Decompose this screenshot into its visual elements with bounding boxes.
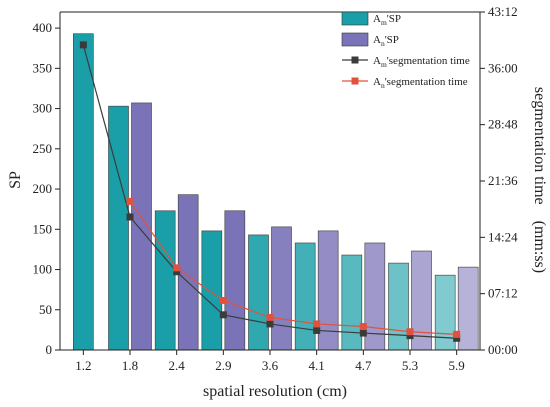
x-tick-label-1: 1.8 bbox=[122, 358, 138, 373]
bar-an-sp-2.4 bbox=[177, 194, 199, 351]
y-left-tick-label-8: 400 bbox=[33, 20, 53, 35]
point-am-time-6 bbox=[359, 329, 367, 337]
bar-an-sp-5.3 bbox=[411, 250, 432, 351]
point-an-time-4 bbox=[313, 320, 321, 328]
point-an-time-7 bbox=[453, 330, 461, 338]
point-an-time-1 bbox=[173, 264, 181, 272]
point-am-time-1 bbox=[126, 213, 134, 221]
y-right-tick-label-6: 43:12 bbox=[488, 4, 518, 19]
legend-label-an-time: An'segmentation time bbox=[373, 76, 468, 90]
point-an-time-0 bbox=[126, 197, 134, 205]
y-left-tick-label-3: 150 bbox=[33, 221, 53, 236]
y-left-tick-label-1: 50 bbox=[39, 302, 52, 317]
point-am-time-7 bbox=[406, 332, 414, 340]
x-tick-label-2: 2.4 bbox=[169, 358, 186, 373]
y-right-tick-label-0: 00:00 bbox=[488, 342, 518, 357]
point-am-time-3 bbox=[219, 311, 227, 319]
bar-am-sp-1.2 bbox=[73, 33, 94, 351]
y-left-tick-label-7: 350 bbox=[33, 60, 53, 75]
bar-am-sp-5.9 bbox=[434, 274, 456, 351]
bar-am-sp-3.6 bbox=[248, 234, 269, 351]
point-am-time-8 bbox=[453, 334, 461, 342]
y-right-tick-label-4: 28:48 bbox=[488, 117, 518, 132]
y-left-tick-label-4: 200 bbox=[33, 181, 53, 196]
bar-an-sp-4.1 bbox=[317, 230, 339, 351]
legend-label-am-sp: Am'SP bbox=[373, 13, 401, 27]
bar-am-sp-4.1 bbox=[294, 242, 316, 351]
x-tick-label-0: 1.2 bbox=[75, 358, 91, 373]
y-axis-title-left: SP bbox=[7, 171, 24, 189]
legend: Am'SP An'SP Am'segmentation time An'segment… bbox=[341, 11, 470, 90]
bar-am-sp-2.4 bbox=[154, 210, 176, 351]
legend-marker-am-time bbox=[351, 56, 359, 64]
point-an-time-3 bbox=[266, 313, 274, 321]
line-layer bbox=[79, 41, 461, 342]
x-tick-label-8: 5.9 bbox=[449, 358, 465, 373]
y-right-tick-label-1: 07:12 bbox=[488, 286, 518, 301]
y-left-tick-label-6: 300 bbox=[33, 101, 53, 116]
y-right-tick-label-2: 14:24 bbox=[488, 229, 518, 244]
bar-am-sp-1.8 bbox=[108, 105, 129, 351]
y-right-tick-label-3: 21:36 bbox=[488, 173, 518, 188]
bar-am-sp-4.7 bbox=[341, 254, 363, 351]
x-tick-label-6: 4.7 bbox=[355, 358, 372, 373]
point-am-time-5 bbox=[313, 326, 321, 334]
y-left-tick-label-5: 250 bbox=[33, 141, 53, 156]
y-left-tick-label-0: 0 bbox=[46, 342, 53, 357]
y-axis-title-right: segmentation time (mm:ss) bbox=[531, 87, 548, 273]
point-an-time-5 bbox=[359, 323, 367, 331]
x-tick-label-4: 3.6 bbox=[262, 358, 279, 373]
point-am-time-0 bbox=[79, 41, 87, 49]
point-an-time-2 bbox=[219, 296, 227, 304]
x-axis-title: spatial resolution (cm) bbox=[203, 383, 347, 400]
y-right-tick-label-5: 36:00 bbox=[488, 60, 518, 75]
legend-swatch-an-sp bbox=[341, 32, 369, 47]
legend-label-an-sp: An'SP bbox=[373, 34, 399, 48]
x-tick-label-5: 4.1 bbox=[309, 358, 325, 373]
point-am-time-4 bbox=[266, 320, 274, 328]
axes: 0 50 100 150 200 250 300 350 400 00:00 07:12 14:24 2… bbox=[33, 4, 519, 373]
y-left-tick-label-2: 100 bbox=[33, 262, 53, 277]
bar-an-sp-3.6 bbox=[271, 226, 292, 351]
bar-an-sp-1.8 bbox=[131, 102, 152, 351]
bar-layer bbox=[73, 33, 479, 351]
bar-am-sp-2.9 bbox=[201, 230, 223, 351]
line-an-time bbox=[129, 200, 457, 335]
bar-an-sp-5.9 bbox=[457, 266, 479, 351]
bar-an-sp-2.9 bbox=[224, 210, 246, 351]
legend-swatch-am-sp bbox=[341, 11, 369, 26]
x-tick-label-3: 2.9 bbox=[215, 358, 231, 373]
x-tick-label-7: 5.3 bbox=[402, 358, 418, 373]
point-an-time-6 bbox=[406, 328, 414, 336]
bar-am-sp-5.3 bbox=[388, 262, 409, 351]
legend-label-am-time: Am'segmentation time bbox=[373, 55, 470, 69]
point-am-time-2 bbox=[173, 268, 181, 276]
legend-marker-an-time bbox=[351, 77, 359, 85]
